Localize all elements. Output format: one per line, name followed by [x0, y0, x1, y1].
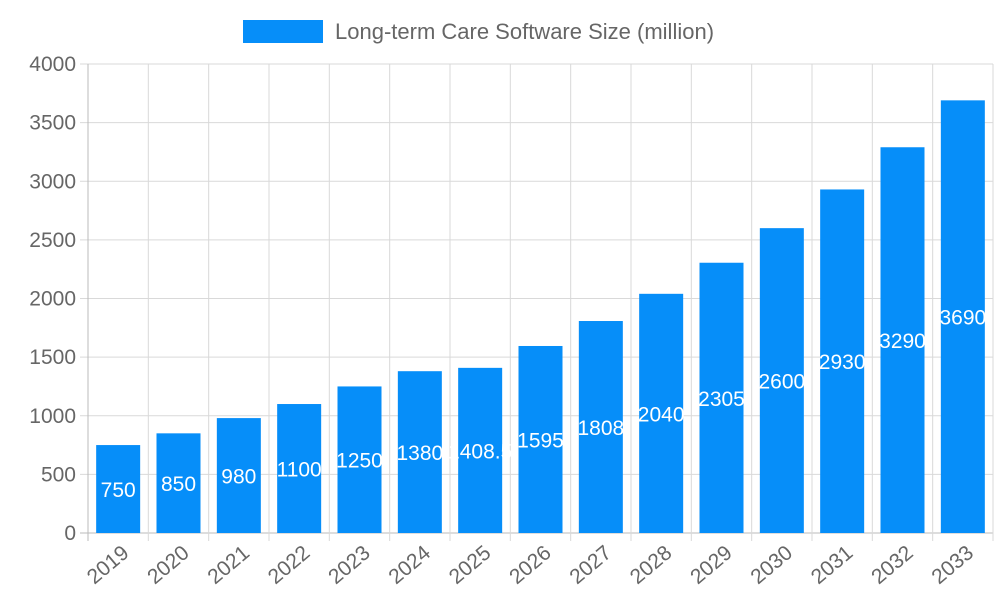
x-tick-label: 2021 — [203, 541, 254, 589]
y-tick-label: 4000 — [29, 53, 76, 76]
x-tick-label: 2026 — [505, 541, 556, 589]
bar — [820, 189, 865, 533]
data-label: 1250 — [336, 450, 383, 473]
y-tick-label: 1500 — [29, 346, 76, 369]
y-tick-label: 3000 — [29, 170, 76, 193]
data-label: 1408.5 — [448, 440, 512, 463]
y-tick-label: 1000 — [29, 405, 76, 428]
y-tick-label: 500 — [41, 463, 76, 486]
data-label: 3290 — [879, 330, 926, 353]
data-label: 1595 — [517, 429, 564, 452]
data-label: 2305 — [698, 388, 745, 411]
bar — [277, 404, 322, 533]
y-tick-label: 2500 — [29, 229, 76, 252]
x-tick-label: 2030 — [746, 541, 797, 589]
x-tick-label: 2028 — [626, 541, 677, 589]
bar — [337, 386, 382, 533]
data-label: 980 — [221, 466, 256, 489]
data-label: 1808 — [577, 417, 624, 440]
legend-label: Long-term Care Software Size (million) — [335, 19, 714, 44]
data-label: 750 — [101, 479, 136, 502]
bar — [156, 433, 201, 533]
bar — [518, 345, 563, 533]
y-tick-label: 3500 — [29, 112, 76, 135]
bar — [397, 371, 442, 533]
x-tick-label: 2029 — [686, 541, 737, 589]
x-tick-label: 2032 — [867, 541, 918, 589]
data-label: 1100 — [277, 459, 322, 482]
y-tick-label: 2000 — [29, 288, 76, 311]
bar — [96, 445, 141, 533]
bar — [880, 147, 925, 533]
data-label: 2600 — [758, 371, 805, 394]
bar — [759, 228, 804, 533]
x-tick-label: 2027 — [565, 541, 616, 589]
data-label: 2040 — [638, 403, 685, 426]
data-label: 2930 — [819, 351, 866, 374]
x-tick-label: 2033 — [927, 541, 978, 589]
bar — [216, 418, 261, 533]
bar — [578, 321, 623, 533]
bar — [699, 262, 744, 533]
data-label: 3690 — [939, 307, 986, 330]
data-label: 1380 — [396, 442, 443, 465]
bar — [639, 293, 684, 533]
bar — [940, 100, 985, 533]
x-tick-label: 2022 — [264, 541, 315, 589]
x-tick-label: 2025 — [445, 541, 496, 589]
x-tick-label: 2019 — [83, 541, 134, 589]
x-tick-label: 2024 — [384, 541, 435, 589]
x-tick-label: 2020 — [143, 541, 194, 589]
y-tick-label: 0 — [64, 522, 76, 545]
x-tick-label: 2023 — [324, 541, 375, 589]
legend-swatch — [243, 20, 323, 43]
bar — [458, 367, 503, 533]
x-tick-label: 2031 — [807, 541, 858, 589]
data-label: 850 — [161, 473, 196, 496]
